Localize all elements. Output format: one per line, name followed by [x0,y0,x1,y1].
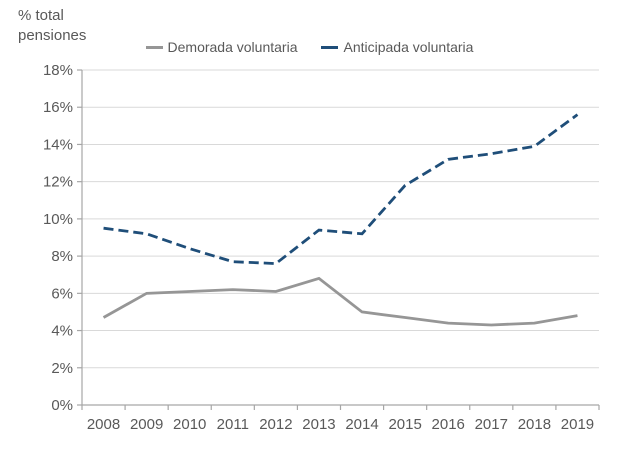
y-axis-unit-label: % total pensiones [18,7,87,45]
y-tick-label: 6% [51,285,73,302]
chart-legend: Demorada voluntaria Anticipada voluntari… [0,39,619,55]
y-tick-label: 18% [43,62,73,79]
y-tick-label: 2% [51,360,73,377]
y-tick-label: 14% [43,136,73,153]
x-tick-label: 2015 [388,416,421,433]
x-tick-label: 2019 [561,416,594,433]
y-tick-label: 12% [43,174,73,191]
x-tick-label: 2016 [432,416,465,433]
x-tick-label: 2014 [345,416,378,433]
x-tick-label: 2012 [259,416,292,433]
series-line-anticipada-voluntaria [103,113,579,265]
x-tick-label: 2008 [87,416,120,433]
x-tick-label: 2013 [302,416,335,433]
x-tick-label: 2011 [217,416,249,433]
y-tick-label: 8% [51,248,73,265]
y-tick-label: 16% [43,99,73,116]
y-tick-label: 10% [43,211,73,228]
legend-label-anticipada-voluntaria: Anticipada voluntaria [343,39,474,55]
x-tick-label: 2017 [475,416,508,433]
x-tick-label: 2009 [130,416,163,433]
legend-item-demorada-voluntaria: Demorada voluntaria [145,39,298,55]
x-tick-label: 2010 [173,416,206,433]
x-tick-label: 2018 [518,416,551,433]
legend-marker-demorada-voluntaria [145,45,163,49]
legend-item-anticipada-voluntaria: Anticipada voluntaria [321,39,473,55]
y-tick-label: 4% [51,323,73,340]
y-tick-label: 0% [51,397,73,414]
series-line-demorada-voluntaria [102,276,578,327]
legend-marker-anticipada-voluntaria [321,45,339,49]
legend-label-demorada-voluntaria: Demorada voluntaria [167,39,298,55]
